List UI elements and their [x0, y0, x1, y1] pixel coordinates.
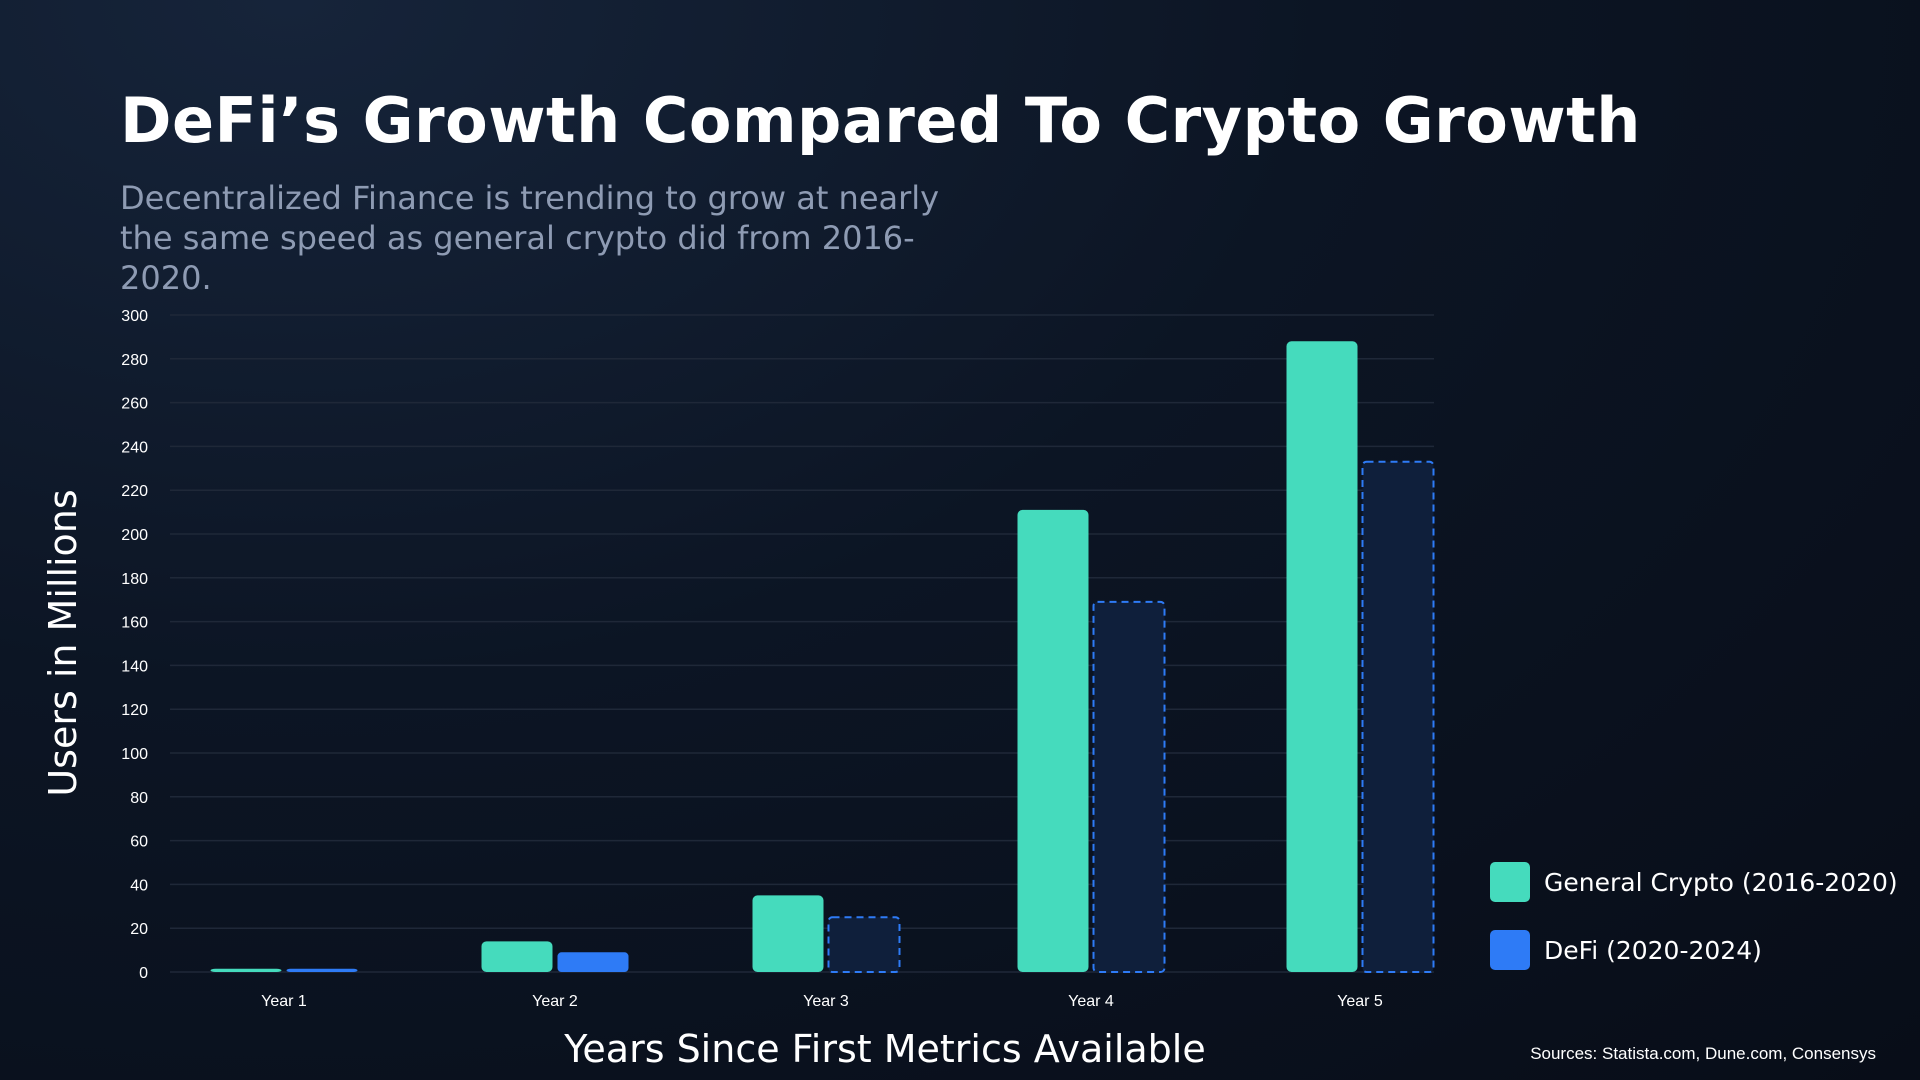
y-tick-label: 100 — [121, 746, 148, 763]
x-tick-label: Year 2 — [532, 993, 578, 1010]
bar-crypto-3 — [752, 895, 824, 972]
bar-defi-1 — [286, 968, 358, 972]
bars — [210, 341, 1435, 973]
y-tick-label: 300 — [121, 308, 148, 325]
x-tick-label: Year 5 — [1337, 993, 1383, 1010]
y-tick-label: 260 — [121, 396, 148, 413]
bar-defi-2 — [557, 952, 629, 972]
y-tick-label: 220 — [121, 483, 148, 500]
page-subtitle: Decentralized Finance is trending to gro… — [120, 179, 940, 297]
legend-label-crypto: General Crypto (2016-2020) — [1544, 867, 1898, 897]
sources-note: Sources: Statista.com, Dune.com, Consens… — [1530, 1044, 1876, 1063]
x-axis-label: Years Since First Metrics Available — [563, 1027, 1206, 1071]
legend-item-defi[interactable]: DeFi (2020-2024) — [1490, 930, 1898, 970]
y-tick-label: 240 — [121, 439, 148, 456]
legend-label-defi: DeFi (2020-2024) — [1544, 935, 1762, 965]
y-tick-label: 20 — [130, 921, 148, 938]
y-tick-label: 200 — [121, 527, 148, 544]
x-tick-label: Year 1 — [261, 993, 307, 1010]
y-axis-label: Users in Millions — [41, 489, 85, 796]
grid-lines — [170, 314, 1434, 973]
x-tick-label: Year 4 — [1068, 993, 1114, 1010]
x-axis-ticks: Year 1 Year 2 Year 3 Year 4 Year 5 — [261, 993, 1383, 1010]
y-tick-label: 40 — [130, 877, 148, 894]
legend-swatch-defi — [1490, 930, 1530, 970]
y-tick-label: 120 — [121, 702, 148, 719]
y-tick-label: 60 — [130, 834, 148, 851]
bar-crypto-1 — [210, 968, 282, 972]
y-tick-label: 0 — [139, 965, 148, 982]
page-title: DeFi’s Growth Compared To Crypto Growth — [120, 84, 1641, 157]
y-tick-label: 160 — [121, 615, 148, 632]
bar-crypto-2 — [481, 941, 553, 972]
legend-item-crypto[interactable]: General Crypto (2016-2020) — [1490, 862, 1898, 902]
y-axis-ticks: 0 20 40 60 80 100 120 140 160 180 200 220 240 260 280 3… — [121, 308, 148, 982]
bar-defi-5 — [1361, 460, 1435, 973]
y-tick-label: 280 — [121, 352, 148, 369]
bar-defi-4 — [1092, 600, 1166, 973]
legend-swatch-crypto — [1490, 862, 1530, 902]
y-tick-label: 140 — [121, 658, 148, 675]
bar-defi-3 — [827, 916, 901, 973]
bar-crypto-5 — [1286, 341, 1358, 972]
y-tick-label: 180 — [121, 571, 148, 588]
bar-crypto-4 — [1017, 509, 1089, 972]
chart-legend: General Crypto (2016-2020) DeFi (2020-20… — [1490, 862, 1898, 998]
y-tick-label: 80 — [130, 790, 148, 807]
x-tick-label: Year 3 — [803, 993, 849, 1010]
